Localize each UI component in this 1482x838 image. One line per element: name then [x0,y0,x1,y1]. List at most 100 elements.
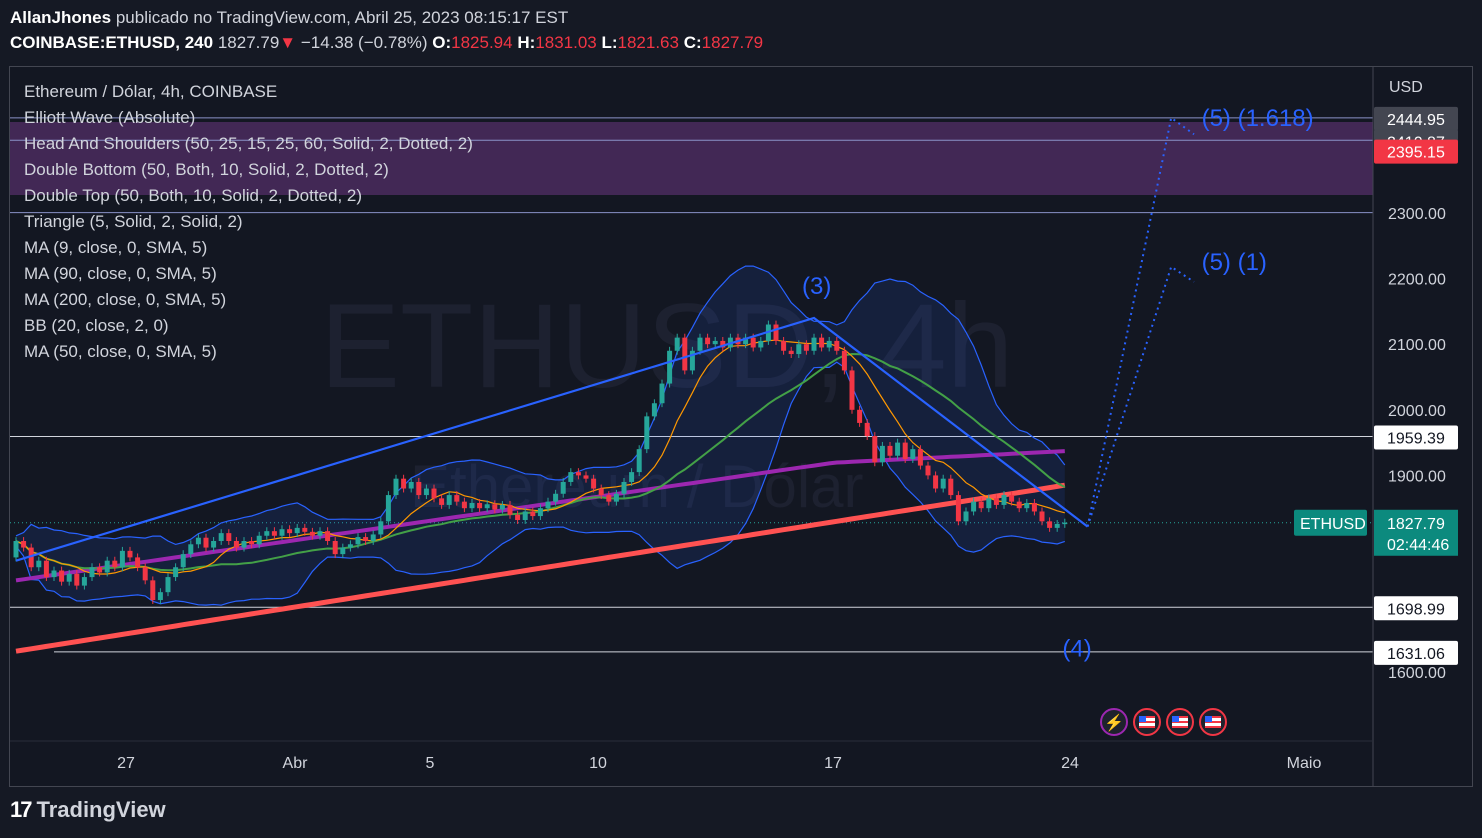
flag-stripe [1139,716,1155,718]
legend-item[interactable]: MA (9, close, 0, SMA, 5) [24,238,208,257]
legend-item[interactable]: MA (90, close, 0, SMA, 5) [24,264,217,283]
candle-body [940,478,946,489]
candle-body [955,495,961,522]
open-value: 1825.94 [451,33,513,52]
time-tick-label: Abr [283,755,309,772]
candle-body [249,541,255,545]
legend-item[interactable]: Head And Shoulders (50, 25, 15, 25, 60, … [24,134,473,153]
brand-name[interactable]: TradingView [36,797,166,822]
legend-item[interactable]: Elliott Wave (Absolute) [24,108,196,127]
candle-body [325,531,331,541]
flag-canton [1139,716,1146,722]
wave-label: (3) [802,273,831,300]
price-tick-label: 2100.00 [1388,337,1446,354]
candle-body [499,504,505,510]
publish-info: AllanJhones publicado no TradingView.com… [10,8,568,28]
legend-title[interactable]: Ethereum / Dólar, 4h, COINBASE [24,82,278,101]
candle-body [165,577,171,593]
candle-body [537,508,543,517]
legend-item[interactable]: Double Bottom (50, Both, 10, Solid, 2, D… [24,160,389,179]
candle-body [271,531,277,536]
time-tick-label: 10 [589,755,607,772]
candle-body [423,488,429,496]
flash-icon [1100,708,1128,736]
candle-body [902,442,908,459]
footer-brand: 17 TradingView [10,797,166,823]
target-zone [10,122,1373,195]
candle-body [43,560,49,578]
candle-body [598,488,604,496]
legend-item[interactable]: Double Top (50, Both, 10, Solid, 2, Dott… [24,186,363,205]
candle-body [233,541,239,548]
wave-impulse-line [15,316,1089,562]
legend-item[interactable]: BB (20, close, 2, 0) [24,316,169,335]
candle-body [720,340,726,348]
legend-item[interactable]: MA (50, close, 0, SMA, 5) [24,342,217,361]
candle-body [469,502,475,509]
candle-body [545,501,551,509]
author-name[interactable]: AllanJhones [10,8,112,27]
candle-body [613,493,619,502]
flag-stripe [1172,716,1188,718]
candle-body [948,478,954,496]
candle-body [226,533,232,541]
candle-body [127,550,133,558]
candle-body [507,504,513,515]
wave-label: (5) (1) [1202,249,1267,276]
flag-stripe [1172,721,1188,723]
candle-body [993,498,999,505]
price-change: −14.38 (−0.78%) [300,33,428,52]
time-axis[interactable]: 27 Abr 5 10 17 24 Maio [117,755,1321,772]
candle-body [173,567,179,578]
candle-body [872,436,878,463]
candle-body [142,567,148,581]
price-label-text: 1698.99 [1387,601,1445,618]
legend-item[interactable]: Triangle (5, Solid, 2, Solid, 2) [24,212,243,231]
candle-body [264,531,270,536]
candle-body [553,493,559,502]
candle-body [963,511,969,522]
event-icons[interactable]: ⚡ [1100,708,1227,736]
candle-body [879,445,885,463]
legend-item[interactable]: MA (200, close, 0, SMA, 5) [24,290,227,309]
high-label: H: [517,33,536,52]
candle-body [416,481,422,496]
chart-canvas[interactable]: ETHUSD, 4h Ethereum / Dólar (3)(4)(5) (1… [10,67,1472,786]
candle-body [241,541,247,548]
chart-panel[interactable]: ETHUSD, 4h Ethereum / Dólar (3) (4) (5) (1… [9,66,1473,787]
current-symbol-text: ETHUSD [1300,516,1366,533]
candle-body [705,337,711,345]
candle-body [1062,522,1068,525]
candle-body [644,416,650,450]
price-axis[interactable]: USD 2300.00 2200.00 2100.00 2000.00 1900.00 18… [1294,79,1458,682]
candle-body [97,567,103,573]
candle-body [712,340,718,345]
price-label-text: 2444.95 [1387,112,1445,129]
candle-body [986,498,992,509]
flag-stripe [1139,726,1155,728]
price-tick-label: 2300.00 [1388,206,1446,223]
candle-body [849,370,855,410]
symbol-label: COINBASE:ETHUSD, 240 [10,33,214,52]
horizontal-lines [10,117,1373,653]
candle-body [1024,502,1030,509]
candle-body [1031,502,1037,512]
price-label-box [1374,425,1458,450]
candle-body [51,570,57,578]
time-tick-label: 5 [426,755,435,772]
candle-body [621,481,627,494]
candle-body [302,527,308,532]
candle-body [651,403,657,417]
candle-body [803,344,809,351]
close-label: C: [683,33,702,52]
candle-body [606,495,612,502]
candle-body [591,478,597,489]
candle-body [21,541,27,548]
price-tick-label: 1900.00 [1388,468,1446,485]
candle-body [819,337,825,348]
candle-body [971,501,977,512]
candle-body [857,409,863,423]
candle-body [294,527,300,534]
candle-body [477,502,483,509]
currency-label: USD [1389,79,1423,96]
